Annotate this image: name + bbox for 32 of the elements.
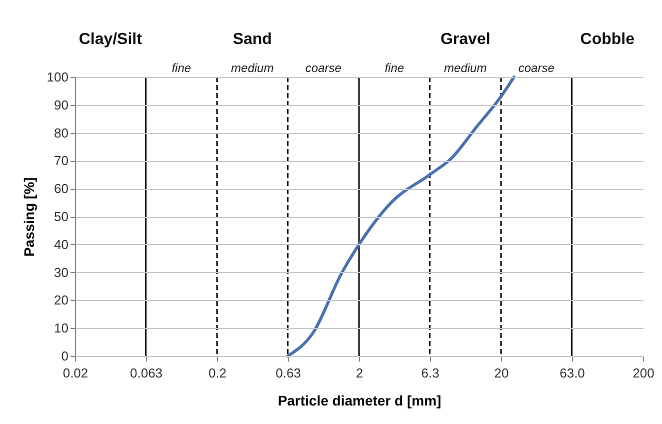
- text: Gravel: [440, 31, 490, 48]
- text: fine: [384, 61, 404, 75]
- x-tick-label: 2: [356, 366, 364, 380]
- text: medium: [231, 61, 274, 75]
- y-tick-label: 60: [54, 181, 68, 196]
- y-tick-label: 70: [54, 153, 68, 168]
- x-tick-label: 0.02: [62, 366, 88, 380]
- x-tick-label: 0.063: [130, 366, 163, 380]
- text: medium: [444, 61, 487, 75]
- y-tick-label: 100: [46, 70, 68, 84]
- y-tick-label: 40: [54, 236, 68, 252]
- y-tick-label: 20: [54, 292, 68, 308]
- x-tick-label: 63.0: [560, 366, 585, 380]
- text: coarse: [305, 61, 342, 75]
- text: coarse: [518, 61, 555, 75]
- text: Sand: [232, 31, 272, 48]
- x-tick-label: 6.3: [421, 366, 440, 380]
- y-tick-label: 90: [54, 97, 68, 112]
- text: Clay/Silt: [78, 31, 143, 48]
- x-tick-label: 0.2: [208, 366, 227, 380]
- y-tick-label: 50: [54, 209, 68, 224]
- y-tick-label: 80: [54, 125, 68, 140]
- x-tick-label: 200: [632, 366, 654, 380]
- text: fine: [172, 61, 192, 75]
- x-tick-label: 20: [494, 366, 509, 380]
- y-tick-label: 10: [54, 320, 68, 336]
- x-axis-title: Particle diameter d [mm]: [278, 392, 442, 408]
- text: Cobble: [580, 31, 635, 48]
- y-tick-label: 0: [61, 348, 68, 364]
- x-tick-label: 0.63: [276, 366, 301, 380]
- y-axis-title: Passing [%]: [20, 177, 37, 257]
- y-tick-label: 30: [54, 264, 68, 280]
